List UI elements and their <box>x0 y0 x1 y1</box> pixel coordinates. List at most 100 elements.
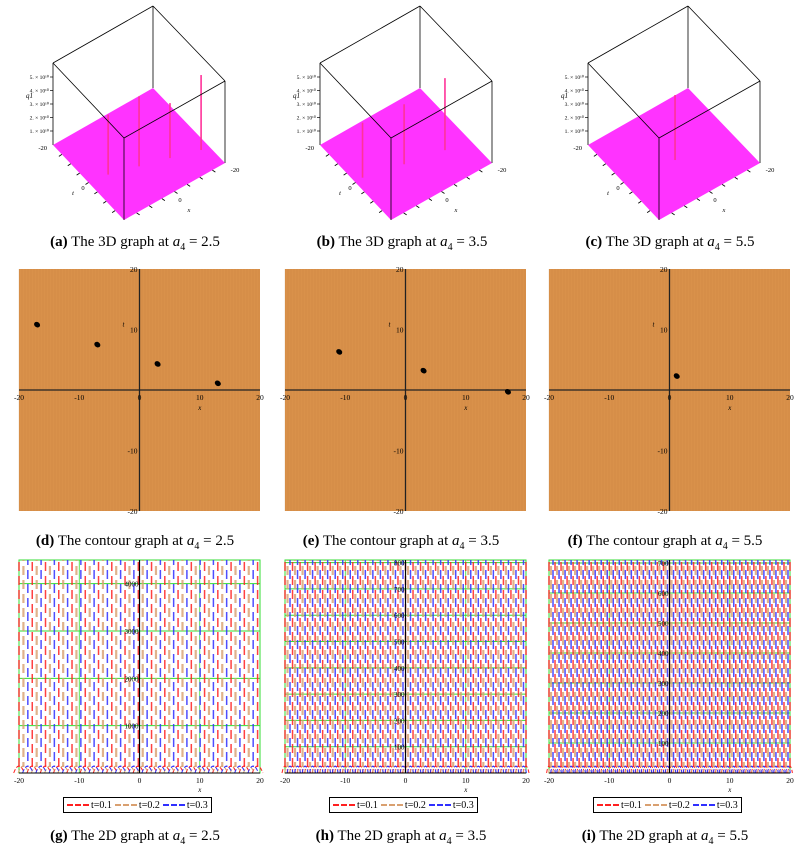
x-tick-label: 20 <box>256 393 264 402</box>
caption-label: (a) <box>50 234 68 250</box>
x-tick-label: 20 <box>522 776 530 785</box>
caption-value: = 5.5 <box>723 234 755 250</box>
z-tick-label: 4. × 10¹⁰ <box>30 88 50 95</box>
tick <box>629 191 633 195</box>
x-axis-label: x <box>197 404 202 412</box>
curve-hump <box>212 765 224 774</box>
tick <box>174 191 178 194</box>
x-tick-label: -10 <box>74 393 84 402</box>
caption: (i) The 2D graph at a4 = 5.5 <box>530 828 800 847</box>
curve-hump <box>489 765 497 774</box>
y-axis-label: t <box>653 321 656 329</box>
y-tick-label: 700 <box>658 560 669 568</box>
curve-hump <box>207 765 220 774</box>
contour-dot <box>336 349 343 355</box>
box-edge <box>123 80 226 139</box>
y-tick-label: -10 <box>658 447 668 456</box>
tick <box>684 205 688 209</box>
curve-hump <box>519 765 527 774</box>
curve-hump <box>301 765 309 774</box>
curve-hump <box>203 765 215 774</box>
curve-hump <box>294 765 302 774</box>
curve-hump <box>437 765 445 774</box>
caption-value: = 3.5 <box>456 234 488 250</box>
curve-hump <box>216 765 229 774</box>
caption-text: The contour graph at <box>322 533 449 549</box>
legend: t=0.1 t=0.2 t=0.3 <box>63 797 212 813</box>
x-tick-label: -20 <box>14 776 24 785</box>
x-tick-label: -20 <box>14 393 24 402</box>
t-tick-label: 0 <box>81 185 84 192</box>
caption: (b) The 3D graph at a4 = 3.5 <box>267 234 537 253</box>
curve-hump <box>562 765 568 774</box>
curve-hump <box>106 765 118 774</box>
caption-label: (i) <box>581 828 596 844</box>
caption-sub: 4 <box>714 242 720 253</box>
curve-hump <box>309 765 317 774</box>
curve-hump <box>754 765 761 774</box>
curve-hump <box>331 765 339 774</box>
box-edge <box>390 80 493 139</box>
x-tick-label: 10 <box>726 776 734 785</box>
box-edge <box>152 5 226 82</box>
x-tick-label: -20 <box>544 393 554 402</box>
caption: (c) The 3D graph at a4 = 5.5 <box>535 234 805 253</box>
curve-hump <box>92 765 105 774</box>
y-tick-label: -20 <box>128 507 138 516</box>
legend-label: t=0.3 <box>452 799 474 811</box>
caption-text: The contour graph at <box>586 533 712 549</box>
caption-var: a <box>172 828 181 844</box>
curve-hump <box>586 765 593 774</box>
x-axis-label: x <box>454 207 458 214</box>
x-tick-label: -10 <box>74 776 84 785</box>
tick <box>111 210 116 213</box>
curve-hump <box>712 765 719 774</box>
x-tick-label: 20 <box>256 776 264 785</box>
legend-swatch <box>162 804 185 806</box>
tick <box>416 205 420 209</box>
contour-dot <box>154 361 161 367</box>
tick <box>343 172 347 176</box>
tick <box>620 182 624 185</box>
curve-hump <box>159 765 171 774</box>
curve-hump <box>181 765 193 774</box>
legend-item: t=0.2 <box>644 800 690 811</box>
caption-var: a <box>172 234 181 250</box>
curve-hump <box>66 765 78 774</box>
caption-value: = 2.5 <box>188 234 220 250</box>
tick <box>58 154 63 157</box>
y-tick-label: 20 <box>660 265 668 274</box>
curve-hump <box>79 765 92 774</box>
curve-hump <box>616 765 623 774</box>
curve-hump <box>610 765 617 774</box>
caption-sub: 4 <box>446 836 452 847</box>
x-tick-label: -10 <box>604 776 614 785</box>
z-tick-label: 3. × 10¹⁰ <box>30 101 50 108</box>
legend-label: t=0.1 <box>357 799 378 811</box>
panel-2d-g: 1000 2000 3000 4000 -20 -10 0 10 20 x t=0.1 t=0.2 t=… <box>0 555 270 854</box>
curve-hump <box>742 765 749 774</box>
curve-hump <box>39 765 52 774</box>
curve-hump <box>339 765 347 774</box>
curve-hump <box>694 765 701 774</box>
legend-item: t=0.1 <box>67 800 112 811</box>
curve-hump <box>391 765 399 774</box>
tick <box>403 212 407 216</box>
panel-2d-h: 100 200 300 400 500 600 700 800 -20 -10 0 10 20 x t=0.… <box>266 555 536 854</box>
legend-swatch <box>644 804 667 806</box>
tick <box>671 212 675 216</box>
z-tick-label: 5. × 10¹⁰ <box>30 74 50 81</box>
tick <box>709 191 713 194</box>
legend-label: t=0.3 <box>716 799 738 811</box>
tick <box>136 212 140 216</box>
tick <box>76 172 80 176</box>
y-tick-label: 600 <box>658 590 669 598</box>
curve-hump <box>730 765 737 774</box>
box-edge <box>319 5 421 64</box>
tick <box>428 198 433 201</box>
caption-var: a <box>707 234 715 250</box>
curve-hump <box>163 765 175 774</box>
curve-hump <box>136 765 149 774</box>
caption-text: The contour graph at <box>57 533 184 549</box>
curve-hump <box>670 765 677 774</box>
